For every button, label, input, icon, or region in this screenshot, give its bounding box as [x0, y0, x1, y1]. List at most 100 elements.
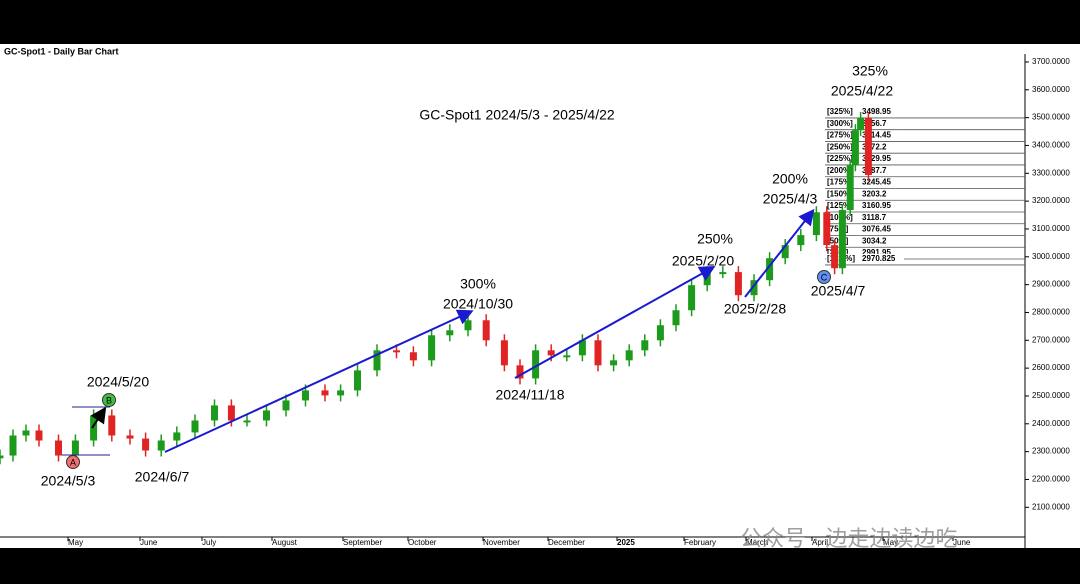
- arrow: [90, 406, 107, 429]
- bar: [157, 440, 165, 451]
- bar: [846, 165, 854, 211]
- bar: [108, 415, 116, 436]
- level-pct: [50%]: [827, 236, 849, 245]
- y-tick-label: 3200.0000: [1032, 196, 1070, 205]
- bar: [750, 280, 758, 296]
- bar: [703, 272, 711, 286]
- x-tick-label: May: [68, 538, 83, 547]
- annotation: 2025/4/22: [831, 83, 893, 99]
- level-label-bg: [826, 253, 904, 264]
- y-tick-label: 2400.0000: [1032, 419, 1070, 428]
- bar: [263, 410, 270, 421]
- level-label-bg: [826, 248, 904, 259]
- bar: [482, 320, 490, 341]
- x-tick-label: July: [202, 538, 216, 547]
- annotation: 2025/4/7: [811, 283, 866, 299]
- bar: [446, 330, 454, 336]
- level-label-bg: [826, 236, 904, 247]
- level-price: 3076.45: [862, 225, 891, 234]
- arrow: [514, 266, 716, 379]
- point-label: B: [106, 395, 112, 405]
- bar: [823, 212, 831, 246]
- annotation: 325%: [852, 63, 888, 79]
- level-pct: [200%]: [827, 166, 853, 175]
- level-pct: [150%]: [827, 189, 853, 198]
- level-label-bg: [826, 212, 904, 223]
- bar: [610, 360, 618, 366]
- y-tick-label: 3700.0000: [1032, 57, 1070, 66]
- y-tick-label: 3600.0000: [1032, 85, 1070, 94]
- x-tick-label: June: [140, 538, 158, 547]
- y-tick-label: 2800.0000: [1032, 308, 1070, 317]
- level-price: 2970.825: [862, 254, 896, 263]
- level-label-bg: [826, 106, 904, 117]
- x-tick-label: April: [812, 538, 828, 547]
- bar: [864, 117, 872, 175]
- bar: [532, 350, 540, 379]
- bar: [55, 440, 62, 456]
- bar: [838, 210, 846, 269]
- watermark: 公众号 · 边走边读边吃: [740, 526, 958, 551]
- point-label: A: [70, 457, 76, 467]
- bar: [516, 365, 524, 379]
- annotation: 300%: [460, 276, 496, 292]
- bar: [719, 272, 727, 275]
- bar: [500, 340, 508, 366]
- bar: [354, 370, 361, 391]
- level-price: 3118.7: [862, 213, 887, 222]
- bar: [90, 415, 98, 441]
- bar: [35, 430, 43, 441]
- bar: [688, 285, 696, 311]
- bar: [409, 352, 417, 361]
- level-price: 2991.95: [862, 248, 891, 257]
- bar: [302, 390, 309, 401]
- level-price: 3372.2: [862, 142, 887, 151]
- y-tick-label: 3500.0000: [1032, 113, 1070, 122]
- x-tick-label: May: [883, 538, 898, 547]
- point-marker: [66, 455, 80, 469]
- arrow: [744, 208, 815, 298]
- bar: [641, 340, 649, 351]
- x-tick-label: February: [684, 538, 716, 547]
- bar: [173, 432, 181, 441]
- y-tick-label: 2100.0000: [1032, 502, 1070, 511]
- y-tick-label: 3400.0000: [1032, 141, 1070, 150]
- level-price: 3414.45: [862, 131, 891, 140]
- bar: [282, 400, 290, 411]
- annotation: 2024/5/20: [87, 374, 149, 390]
- level-label-bg: [826, 224, 904, 235]
- bar: [373, 350, 381, 371]
- level-price: 3329.95: [862, 154, 891, 163]
- bar: [766, 258, 774, 281]
- bar: [9, 435, 17, 456]
- level-price: 3160.95: [862, 201, 891, 210]
- bar: [578, 340, 586, 356]
- x-tick-label: 2025: [617, 538, 635, 547]
- bar: [243, 420, 251, 423]
- bar: [851, 130, 859, 166]
- bar: [126, 435, 134, 439]
- level-price: 3498.95: [862, 107, 891, 116]
- annotation: 2024/10/30: [443, 296, 513, 312]
- x-tick-label: November: [483, 538, 520, 547]
- annotation: 2024/5/3: [41, 473, 96, 489]
- level-price: 3287.7: [862, 166, 887, 175]
- annotation: 2024/6/7: [135, 469, 190, 485]
- bar: [594, 340, 602, 366]
- level-label-bg: [826, 177, 904, 188]
- bar: [0, 455, 4, 459]
- level-pct: [300%]: [827, 119, 853, 128]
- annotation: 250%: [697, 231, 733, 247]
- point-marker: [102, 393, 116, 407]
- bar: [797, 235, 805, 246]
- bar: [563, 355, 571, 358]
- bar: [393, 350, 400, 353]
- bar: [625, 350, 633, 361]
- level-price: 3456.7: [862, 119, 887, 128]
- bar: [71, 440, 79, 456]
- bar: [672, 310, 680, 326]
- bar: [142, 438, 150, 451]
- level-pct: [175%]: [827, 178, 853, 187]
- level-pct: [75%]: [827, 225, 849, 234]
